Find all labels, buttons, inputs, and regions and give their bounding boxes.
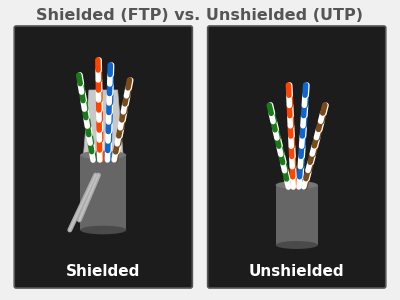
Text: Unshielded: Unshielded: [249, 265, 344, 280]
FancyBboxPatch shape: [14, 26, 192, 288]
Bar: [80, 155, 126, 230]
Bar: [276, 185, 318, 245]
Ellipse shape: [80, 151, 126, 159]
Text: Shielded: Shielded: [66, 265, 140, 280]
Ellipse shape: [276, 181, 318, 189]
Ellipse shape: [80, 226, 126, 234]
Polygon shape: [82, 90, 124, 170]
FancyBboxPatch shape: [208, 26, 386, 288]
Ellipse shape: [276, 241, 318, 249]
Text: Shielded (FTP) vs. Unshielded (UTP): Shielded (FTP) vs. Unshielded (UTP): [36, 8, 364, 22]
